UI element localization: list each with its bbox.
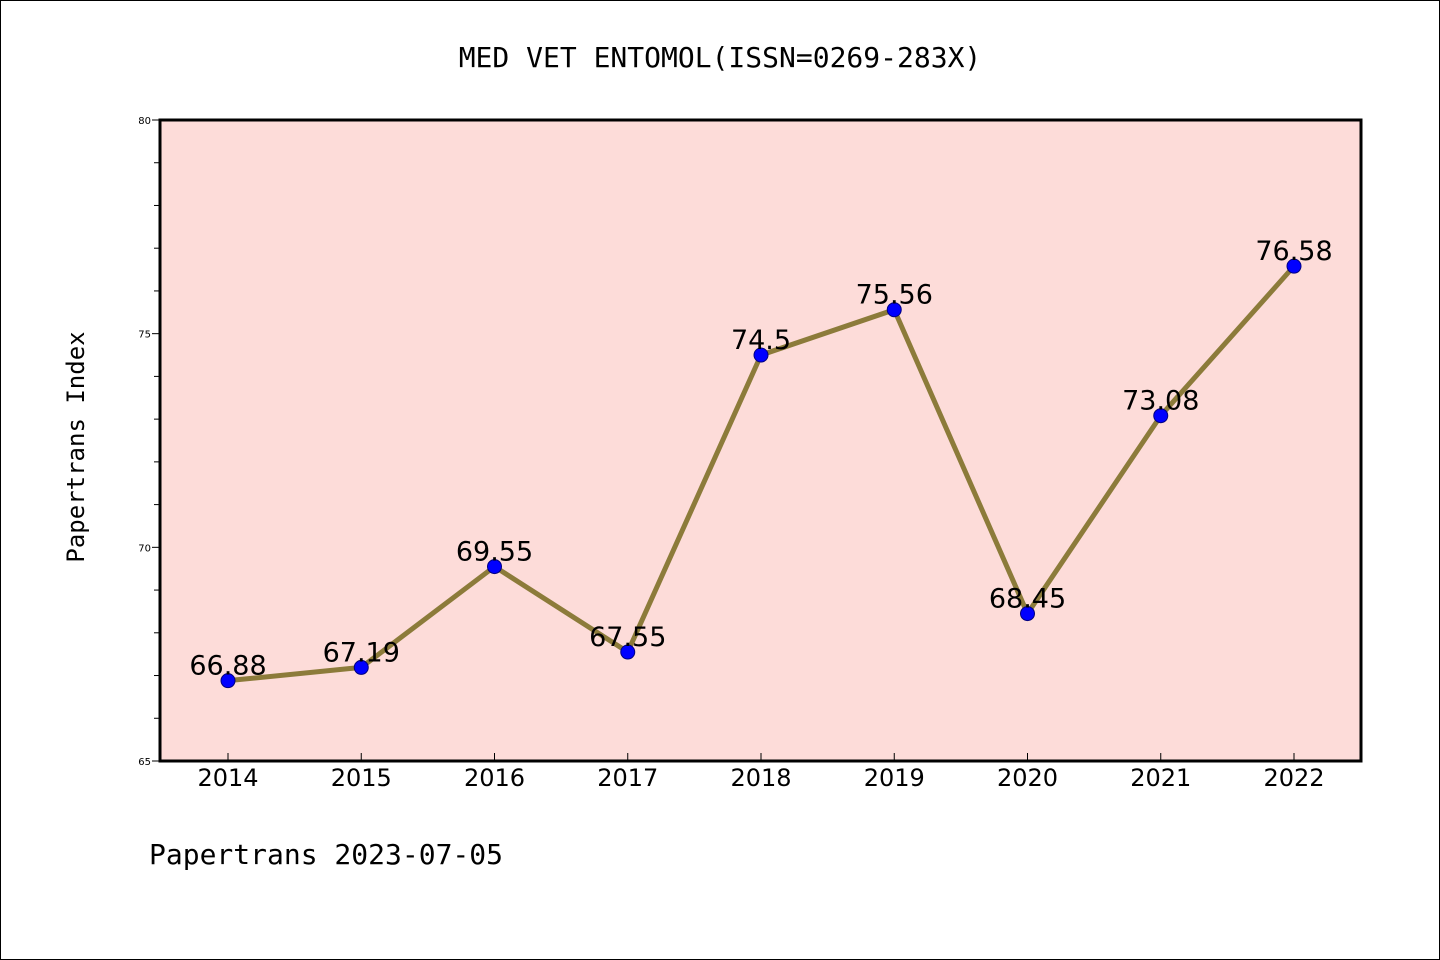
data-label: 76.58 <box>1255 236 1332 267</box>
data-point <box>1020 606 1035 622</box>
data-label: 69.55 <box>456 537 533 568</box>
x-tick-label: 2022 <box>1263 764 1324 792</box>
x-tick-label: 2021 <box>1130 764 1191 792</box>
data-label: 73.08 <box>1122 386 1199 417</box>
data-label: 67.19 <box>323 637 400 668</box>
x-tick-label: 2018 <box>730 764 791 792</box>
x-axis-ticks: 2014 2015 2016 2017 2018 2019 2020 2021 2022 <box>197 753 1325 792</box>
x-tick-label: 2020 <box>997 764 1058 792</box>
plot-area <box>160 120 1361 761</box>
data-point <box>886 302 902 318</box>
data-point <box>1153 408 1169 424</box>
x-tick-label: 2014 <box>197 764 258 792</box>
data-point <box>487 559 502 575</box>
y-tick-label: 65 <box>138 757 151 768</box>
x-tick-label: 2016 <box>464 764 525 792</box>
x-tick-label: 2017 <box>597 764 658 792</box>
y-axis-ticks: 65 70 75 80 <box>138 116 160 768</box>
x-tick-label: 2019 <box>864 764 925 792</box>
y-tick-label: 75 <box>138 330 151 341</box>
plot-border <box>158 118 1363 763</box>
data-label: 74.5 <box>731 325 791 356</box>
y-tick-label: 70 <box>138 543 151 554</box>
data-label: 67.55 <box>589 622 666 653</box>
data-point <box>620 644 636 660</box>
data-point <box>1286 258 1302 274</box>
data-label: 68.45 <box>989 584 1066 615</box>
y-tick-label: 80 <box>138 116 151 127</box>
data-point <box>753 347 769 363</box>
footer-watermark: Papertrans 2023-07-05 <box>149 838 503 871</box>
data-point <box>353 659 369 675</box>
series-markers <box>220 258 1302 689</box>
y-axis-label: Papertrans Index <box>62 331 90 562</box>
chart-title: MED VET ENTOMOL(ISSN=0269-283X) <box>459 41 982 74</box>
x-tick-label: 2015 <box>331 764 392 792</box>
data-labels: 66.88 67.19 69.55 67.55 74.5 75.56 68.45 73.08 7… <box>189 236 1332 682</box>
data-label: 75.56 <box>856 280 933 311</box>
data-label: 66.88 <box>189 651 266 682</box>
data-point <box>220 673 236 689</box>
